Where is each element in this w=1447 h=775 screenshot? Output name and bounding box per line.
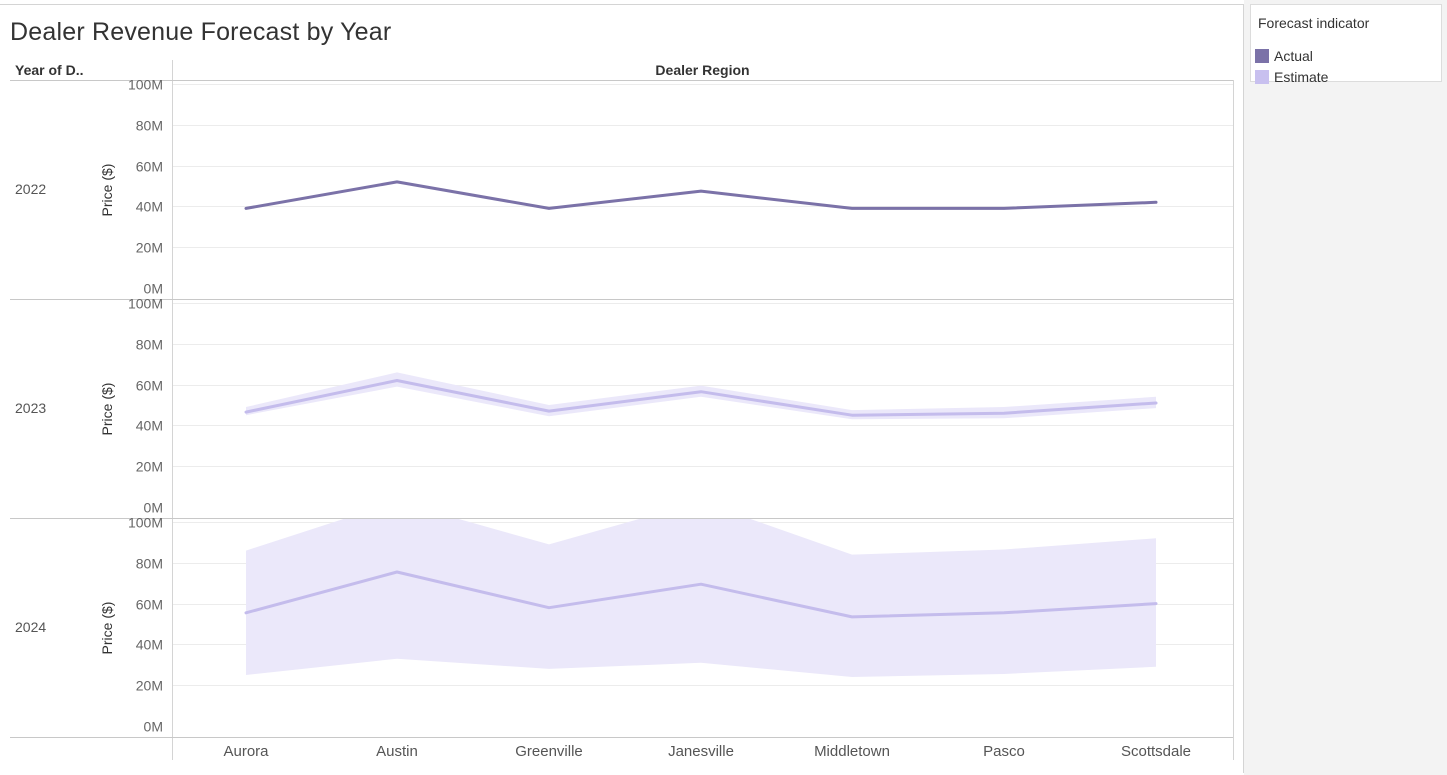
- y-tick-label: 20M: [136, 459, 163, 475]
- data-point[interactable]: [1154, 201, 1158, 204]
- data-point[interactable]: [1002, 207, 1006, 210]
- legend-title: Forecast indicator: [1258, 15, 1370, 31]
- data-point[interactable]: [1154, 401, 1158, 405]
- row-label-2022[interactable]: 2022: [15, 181, 46, 197]
- data-point[interactable]: [699, 583, 703, 586]
- x-tick-label[interactable]: Pasco: [983, 743, 1025, 760]
- data-point[interactable]: [244, 410, 248, 414]
- series-line-2022[interactable]: [244, 180, 1158, 210]
- data-point[interactable]: [395, 180, 399, 184]
- data-point[interactable]: [547, 207, 551, 210]
- y-tick-label: 100M: [128, 77, 163, 93]
- x-tick-label[interactable]: Aurora: [223, 743, 269, 760]
- row-label-2024[interactable]: 2024: [15, 619, 46, 635]
- y-tick-label: 40M: [136, 199, 163, 215]
- data-point[interactable]: [1002, 412, 1006, 415]
- y-tick-label: 60M: [136, 378, 163, 394]
- data-point[interactable]: [699, 189, 703, 193]
- y-tick-label: 100M: [128, 515, 163, 531]
- panel-2022: 0M 20M 40M 60M 80M 100M Price ($) 2022: [15, 77, 1233, 297]
- data-point[interactable]: [547, 409, 551, 413]
- data-point[interactable]: [395, 570, 399, 574]
- data-point[interactable]: [850, 414, 854, 417]
- y-axis-title: Price ($): [99, 602, 115, 655]
- legend-swatch-actual: [1255, 49, 1269, 63]
- y-tick-label: 20M: [136, 240, 163, 256]
- x-tick-label[interactable]: Scottsdale: [1121, 743, 1191, 760]
- forecast-band-2024[interactable]: [246, 502, 1156, 677]
- data-point[interactable]: [1154, 602, 1158, 605]
- panel-2023: 0M 20M 40M 60M 80M 100M Price ($) 2023: [15, 296, 1233, 516]
- y-tick-label: 80M: [136, 118, 163, 134]
- data-point[interactable]: [850, 207, 854, 210]
- chart-plot: 0M 20M 40M 60M 80M 100M Price ($) 2022 0M 20M 40M 6…: [10, 60, 1234, 760]
- x-tick-label[interactable]: Janesville: [668, 743, 734, 760]
- legend: Forecast indicator Actual Estimate: [1250, 4, 1442, 85]
- forecast-band-2023[interactable]: [246, 372, 1156, 420]
- row-header-year[interactable]: Year of D..: [15, 62, 84, 78]
- side-pane: [1244, 0, 1447, 775]
- row-label-2023[interactable]: 2023: [15, 400, 46, 416]
- data-point[interactable]: [395, 379, 399, 382]
- panel-2024: 0M 20M 40M 60M 80M 100M Price ($) 2024: [15, 502, 1233, 735]
- legend-label-estimate: Estimate: [1274, 69, 1329, 85]
- y-tick-label: 0M: [144, 281, 163, 297]
- x-tick-label[interactable]: Greenville: [515, 743, 583, 760]
- data-point[interactable]: [244, 207, 248, 210]
- y-tick-label: 40M: [136, 637, 163, 653]
- y-axis-title: Price ($): [99, 164, 115, 217]
- x-tick-label[interactable]: Middletown: [814, 743, 890, 760]
- data-point[interactable]: [1002, 611, 1006, 614]
- y-tick-label: 100M: [128, 296, 163, 312]
- y-tick-label: 40M: [136, 418, 163, 434]
- y-tick-label: 60M: [136, 159, 163, 175]
- y-axis-title: Price ($): [99, 383, 115, 436]
- legend-label-actual: Actual: [1274, 48, 1313, 64]
- data-point[interactable]: [547, 606, 551, 609]
- y-tick-label: 80M: [136, 556, 163, 572]
- axes-frame: [10, 60, 1234, 760]
- chart-title: Dealer Revenue Forecast by Year: [10, 18, 392, 46]
- y-tick-label: 0M: [144, 719, 163, 735]
- data-point[interactable]: [244, 611, 248, 614]
- y-tick-label: 0M: [144, 500, 163, 516]
- y-tick-label: 20M: [136, 678, 163, 694]
- legend-swatch-estimate: [1255, 70, 1269, 84]
- y-tick-label: 60M: [136, 597, 163, 613]
- y-tick-label: 80M: [136, 337, 163, 353]
- column-header-dealer-region[interactable]: Dealer Region: [655, 62, 750, 78]
- data-point[interactable]: [850, 615, 854, 619]
- x-tick-label[interactable]: Austin: [376, 743, 418, 760]
- data-point[interactable]: [699, 390, 703, 393]
